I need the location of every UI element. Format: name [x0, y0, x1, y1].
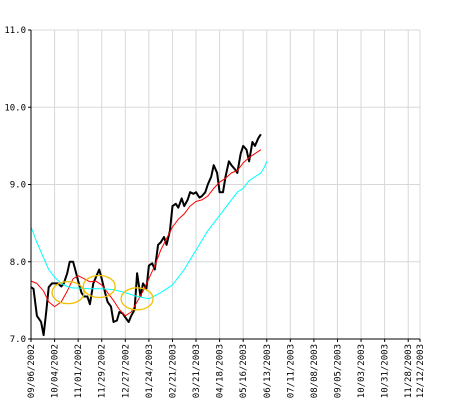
x-tick-label: 12/27/2002: [121, 344, 131, 398]
x-tick-label: 05/16/2003: [239, 344, 249, 398]
y-tick-label: 10.0: [4, 103, 26, 113]
series-lines: [30, 133, 268, 337]
series-line-1: [30, 133, 262, 337]
x-tick-label: 02/21/2003: [168, 344, 178, 398]
y-tick-label: 9.0: [10, 181, 26, 191]
x-tick-label: 06/13/2003: [263, 344, 273, 398]
x-tick-label: 04/18/2003: [216, 344, 226, 398]
x-tick-label: 11/01/2002: [74, 344, 84, 398]
y-tick-label: 11.0: [4, 26, 26, 36]
x-tick-label: 03/21/2003: [192, 344, 202, 398]
x-tick-labels: 09/06/2002 10/04/2002 11/01/2002 11/29/2002…: [27, 339, 426, 398]
y-tick-label: 8.0: [10, 258, 26, 268]
highlight-ellipse: [120, 287, 154, 311]
x-tick-label: 07/11/2003: [286, 344, 296, 398]
series-line-3: [30, 161, 268, 300]
x-tick-label: 08/08/2003: [310, 344, 320, 398]
highlight-ellipse: [51, 280, 85, 305]
annotations: [51, 274, 154, 311]
series-line-2: [30, 149, 262, 317]
x-tick-label: 10/03/2003: [357, 344, 367, 398]
x-tick-label: 09/06/2002: [27, 344, 37, 398]
y-tick-labels: 7.0 8.0 9.0 10.0 11.0: [4, 26, 31, 345]
highlight-ellipse: [82, 274, 116, 299]
x-tick-label: 10/04/2002: [51, 344, 61, 398]
gridlines: [30, 29, 421, 340]
x-tick-label: 12/12/2003: [416, 344, 426, 398]
x-tick-label: 01/24/2003: [145, 344, 155, 398]
x-tick-label: 10/31/2003: [381, 344, 391, 398]
x-tick-label: 09/05/2003: [333, 344, 343, 398]
y-tick-label: 7.0: [10, 335, 26, 345]
x-tick-label: 11/29/2002: [98, 344, 108, 398]
x-tick-label: 11/28/2003: [404, 344, 414, 398]
